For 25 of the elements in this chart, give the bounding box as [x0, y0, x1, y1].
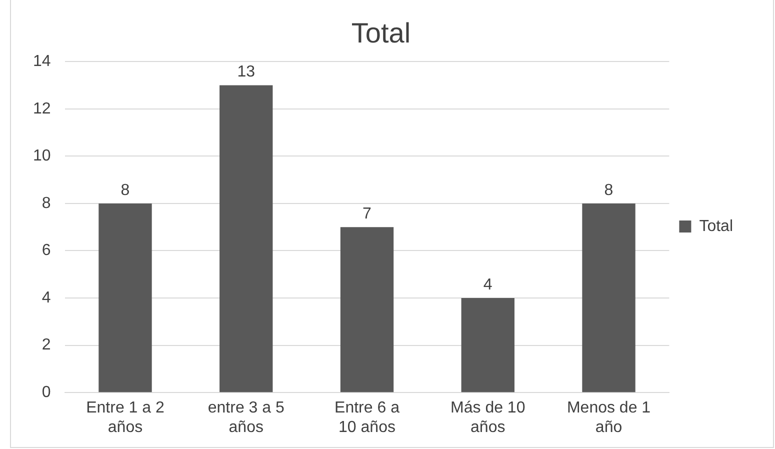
y-tick-label: 6: [42, 242, 51, 260]
bar: [461, 298, 514, 392]
bar: [340, 227, 394, 392]
y-tick-label: 8: [42, 194, 51, 212]
bar: [220, 85, 273, 392]
bar: [98, 203, 152, 392]
legend-label: Total: [699, 218, 733, 235]
x-tick-label: Entre 1 a 2 años: [86, 400, 164, 436]
y-tick-label: 12: [33, 100, 51, 118]
data-label: 8: [604, 182, 614, 199]
y-tick-label: 4: [42, 289, 51, 306]
data-label: 4: [483, 276, 492, 294]
y-tick-label: 10: [33, 148, 51, 165]
bar: [582, 203, 636, 392]
y-tick-label: 0: [42, 384, 51, 402]
x-tick-label: Entre 6 a 10 años: [334, 400, 400, 436]
x-tick-label: Menos de 1 año: [566, 400, 651, 436]
data-label: 8: [120, 182, 130, 199]
chart-title: Total: [351, 18, 411, 49]
y-tick-label: 2: [42, 336, 51, 354]
data-label: 7: [362, 206, 372, 223]
x-tick-label: Más de 10 años: [450, 400, 526, 436]
data-label: 13: [237, 64, 256, 81]
x-tick-label: entre 3 a 5 años: [208, 400, 284, 436]
y-tick-label: 14: [33, 53, 51, 70]
